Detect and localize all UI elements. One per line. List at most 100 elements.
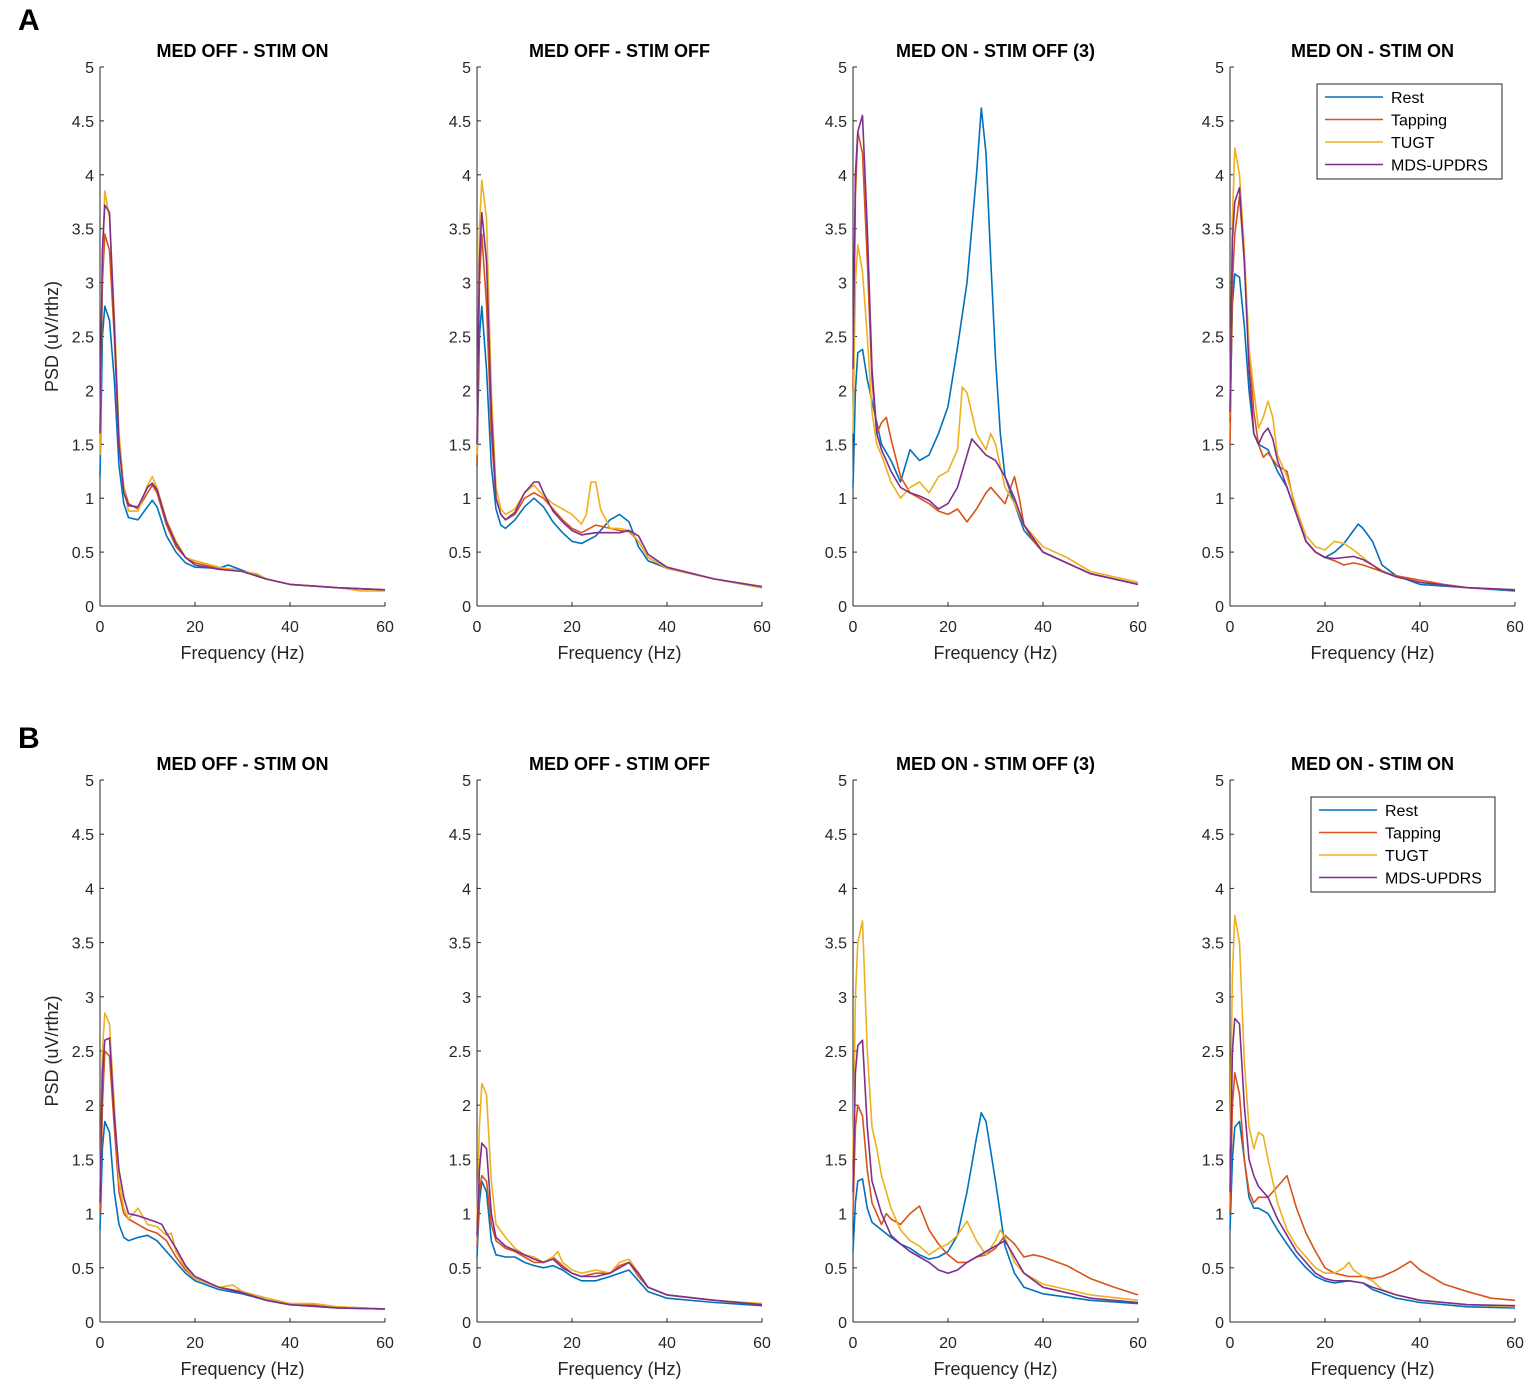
y-tick-label: 0.5 <box>1202 1261 1224 1278</box>
chart-a-3: MED ON - STIM OFF (3) 0 0.5 1 1.5 2 2.5 3 3.5 4 4.… <box>825 41 1147 663</box>
y-tick-label: 0.5 <box>72 545 94 562</box>
y-tick-label: 3 <box>462 276 471 293</box>
series-line-mds-updrs <box>476 211 763 588</box>
series-line-rest <box>1229 273 1516 592</box>
y-tick-label: 3.5 <box>825 936 847 953</box>
y-tick-label: 0.5 <box>825 545 847 562</box>
x-tick-label: 20 <box>939 619 957 636</box>
legend-label: Rest <box>1391 90 1424 107</box>
y-tick-label: 4 <box>462 881 471 898</box>
y-tick-label: 2.5 <box>72 330 94 347</box>
y-tick-label: 5 <box>838 60 847 77</box>
chart-a-2: MED OFF - STIM OFF 0 0.5 1 1.5 2 2.5 3 3.5 4 4.5 5 0… <box>449 41 771 663</box>
x-tick-label: 60 <box>376 1335 394 1352</box>
y-tick-label: 2 <box>838 1098 847 1115</box>
x-tick-label: 20 <box>186 1335 204 1352</box>
x-tick-label: 60 <box>376 619 394 636</box>
y-tick-label: 4 <box>85 168 94 185</box>
chart-b-3: MED ON - STIM OFF (3) 0 0.5 1 1.5 2 2.5 3 3.5 4 4.… <box>825 754 1147 1379</box>
y-tick-label: 1 <box>462 491 471 508</box>
y-tick-label: 1.5 <box>1202 1152 1224 1169</box>
y-tick-label: 0 <box>462 1315 471 1332</box>
chart-title: MED ON - STIM ON <box>1291 754 1454 774</box>
legend-label: TUGT <box>1391 135 1435 152</box>
y-tick-label: 2.5 <box>1202 330 1224 347</box>
series-line-rest <box>99 305 386 591</box>
series-line-tapping <box>476 233 763 589</box>
chart-title: MED OFF - STIM OFF <box>529 754 710 774</box>
y-tick-label: 1.5 <box>1202 437 1224 454</box>
y-tick-label: 1.5 <box>449 437 471 454</box>
x-tick-label: 40 <box>281 1335 299 1352</box>
x-tick-label: 40 <box>1411 1335 1429 1352</box>
y-tick-label: 3 <box>85 276 94 293</box>
y-tick-label: 0 <box>838 1315 847 1332</box>
series-line-tugt <box>1229 147 1516 591</box>
chart-a-1: MED OFF - STIM ON 0 0.5 1 1.5 2 2.5 3 3.5 4 4.5 5 0 2… <box>42 41 394 663</box>
x-tick-label: 0 <box>1226 619 1235 636</box>
y-tick-label: 4.5 <box>72 827 94 844</box>
y-tick-label: 1 <box>85 491 94 508</box>
y-tick-label: 0 <box>85 1315 94 1332</box>
y-tick-label: 5 <box>462 60 471 77</box>
legend-label: Tapping <box>1391 113 1447 130</box>
x-tick-label: 0 <box>473 1335 482 1352</box>
y-tick-label: 4.5 <box>449 114 471 131</box>
y-tick-label: 2.5 <box>1202 1044 1224 1061</box>
x-axis-label: Frequency (Hz) <box>1310 643 1434 663</box>
x-tick-label: 60 <box>753 619 771 636</box>
y-tick-label: 3.5 <box>825 222 847 239</box>
y-tick-label: 2 <box>462 1098 471 1115</box>
y-tick-label: 0 <box>1215 599 1224 616</box>
x-axis-label: Frequency (Hz) <box>557 1359 681 1379</box>
y-tick-label: 2.5 <box>449 1044 471 1061</box>
y-tick-label: 5 <box>85 773 94 790</box>
y-tick-label: 2.5 <box>449 330 471 347</box>
y-tick-label: 4 <box>85 881 94 898</box>
chart-title: MED ON - STIM OFF (3) <box>896 754 1095 774</box>
legend: Rest Tapping TUGT MDS-UPDRS <box>1316 83 1503 180</box>
x-tick-label: 20 <box>1316 619 1334 636</box>
series-line-rest <box>852 1112 1139 1305</box>
series-line-mds-updrs <box>1229 186 1516 591</box>
series-line-tugt <box>1229 914 1516 1308</box>
y-tick-label: 0.5 <box>1202 545 1224 562</box>
x-tick-label: 40 <box>1411 619 1429 636</box>
x-axis-label: Frequency (Hz) <box>1310 1359 1434 1379</box>
series-line-mds-updrs <box>852 1039 1139 1304</box>
y-tick-label: 2 <box>1215 383 1224 400</box>
y-tick-label: 1.5 <box>72 1152 94 1169</box>
series-line-tugt <box>99 190 385 592</box>
series-line-tapping <box>1229 1071 1516 1302</box>
y-tick-label: 2 <box>85 1098 94 1115</box>
y-tick-label: 1.5 <box>72 437 94 454</box>
series-line-rest <box>852 107 1139 586</box>
x-axis-label: Frequency (Hz) <box>933 1359 1057 1379</box>
y-tick-label: 3.5 <box>1202 222 1224 239</box>
series-line-tugt <box>852 244 1139 584</box>
series-line-tapping <box>1229 195 1516 591</box>
y-tick-label: 2 <box>462 383 471 400</box>
y-tick-label: 3 <box>462 990 471 1007</box>
x-axis-label: Frequency (Hz) <box>557 643 681 663</box>
y-tick-label: 0 <box>85 599 94 616</box>
x-tick-label: 20 <box>186 619 204 636</box>
panel-label-a: A <box>18 4 40 37</box>
y-tick-label: 0 <box>1215 1315 1224 1332</box>
y-tick-label: 3.5 <box>449 936 471 953</box>
y-tick-label: 0.5 <box>825 1261 847 1278</box>
series-line-tugt <box>99 1012 386 1310</box>
y-tick-label: 3 <box>838 990 847 1007</box>
x-tick-label: 20 <box>563 1335 581 1352</box>
y-tick-label: 5 <box>838 773 847 790</box>
y-tick-label: 2.5 <box>825 1044 847 1061</box>
x-tick-label: 60 <box>753 1335 771 1352</box>
y-tick-label: 1 <box>838 491 847 508</box>
y-tick-label: 3.5 <box>72 222 94 239</box>
legend-box <box>1310 796 1496 893</box>
y-tick-label: 5 <box>1215 60 1224 77</box>
legend: Rest Tapping TUGT MDS-UPDRS <box>1310 796 1496 893</box>
series-line-rest <box>476 1180 763 1307</box>
x-tick-label: 20 <box>939 1335 957 1352</box>
